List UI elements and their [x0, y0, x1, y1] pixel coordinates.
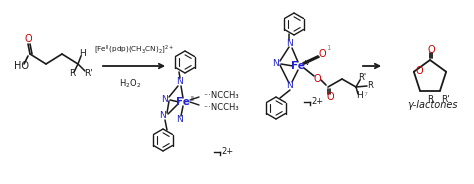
- Text: N: N: [177, 116, 183, 125]
- Text: N: N: [287, 82, 293, 91]
- Text: N: N: [162, 95, 168, 105]
- Text: ···NCCH₃: ···NCCH₃: [203, 91, 239, 100]
- Text: R: R: [69, 70, 75, 79]
- Text: H: H: [356, 91, 364, 100]
- Text: N: N: [273, 59, 279, 68]
- Text: Fe: Fe: [291, 61, 305, 71]
- Text: 2+: 2+: [221, 146, 233, 155]
- Text: Fe: Fe: [176, 97, 190, 107]
- Text: O: O: [24, 34, 32, 44]
- Text: N: N: [177, 77, 183, 86]
- Text: ···NCCH₃: ···NCCH₃: [203, 102, 239, 112]
- Text: II: II: [190, 96, 194, 102]
- Text: R': R': [442, 95, 450, 104]
- Text: R: R: [367, 81, 373, 89]
- Text: O: O: [326, 92, 334, 102]
- Text: H: H: [80, 49, 86, 59]
- Text: 2+: 2+: [311, 96, 323, 105]
- Text: N: N: [287, 40, 293, 49]
- Text: N: N: [160, 112, 166, 121]
- Text: 1: 1: [326, 45, 330, 51]
- Text: R': R': [85, 68, 93, 77]
- Text: R': R': [358, 73, 366, 82]
- Text: [Fe$^\mathregular{II}$(pdp)(CH$_3$CN)$_2$]$^{2+}$: [Fe$^\mathregular{II}$(pdp)(CH$_3$CN)$_2…: [94, 43, 174, 56]
- Text: H$_2$O$_2$: H$_2$O$_2$: [119, 77, 141, 89]
- Text: V: V: [305, 60, 310, 66]
- Text: γ-lactones: γ-lactones: [408, 100, 458, 110]
- Text: 7: 7: [363, 93, 367, 98]
- Text: O: O: [313, 74, 321, 84]
- Text: HO: HO: [14, 61, 29, 71]
- Text: O: O: [415, 66, 423, 76]
- Text: O: O: [427, 45, 435, 55]
- Text: R: R: [427, 95, 433, 104]
- Text: O: O: [318, 49, 326, 59]
